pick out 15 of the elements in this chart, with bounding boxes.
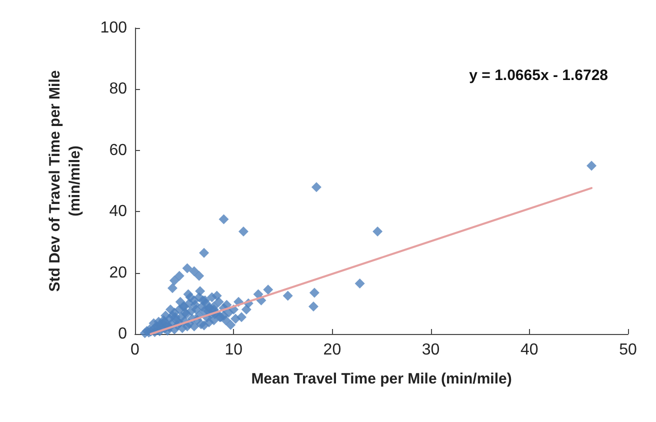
y-tick-label: 80 [109, 80, 128, 98]
x-tick-label: 40 [520, 342, 538, 358]
y-tick-label: 40 [109, 203, 128, 220]
x-axis-title: Mean Travel Time per Mile (min/mile) [251, 370, 512, 388]
y-tick-label: 100 [100, 20, 128, 36]
y-axis-title: Std Dev of Travel Time per Mile (min/mile) [46, 70, 84, 292]
x-tick-label: 0 [130, 342, 140, 358]
x-tick-label: 30 [422, 342, 440, 358]
y-tick-label: 20 [109, 264, 128, 282]
x-tick-label: 50 [619, 342, 637, 358]
annotation: y = 1.0665x - 1.6728 [469, 67, 608, 84]
y-tick-label: 0 [118, 326, 128, 342]
x-tick-label: 20 [323, 342, 342, 358]
x-tick-label: 10 [224, 342, 243, 358]
y-tick-label: 60 [109, 142, 128, 159]
